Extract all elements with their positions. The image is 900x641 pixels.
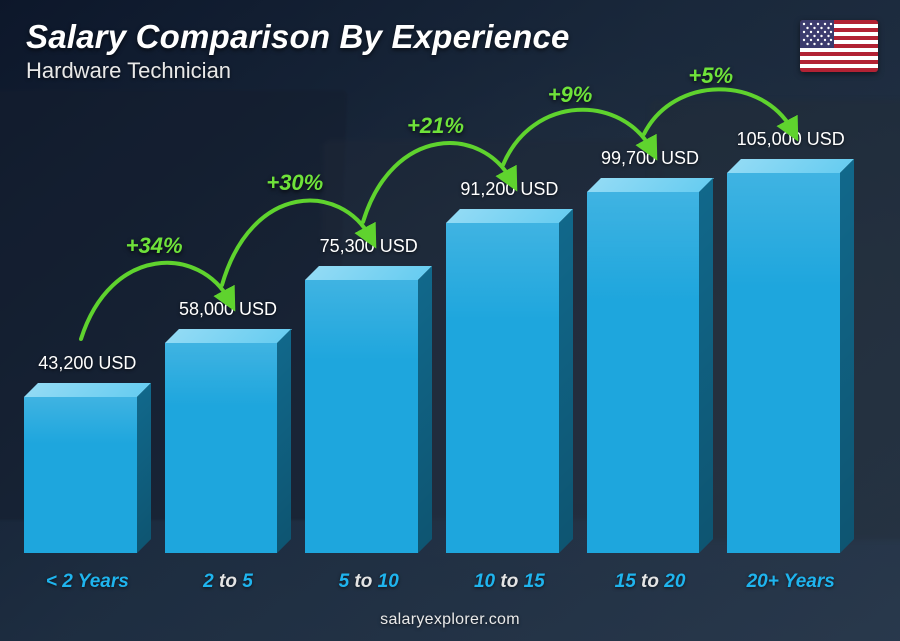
- bar-front-face: [727, 173, 840, 553]
- bar-value-label: 99,700 USD: [601, 148, 699, 169]
- bar-top-face: [305, 266, 432, 280]
- x-axis-label: 10 to 15: [446, 571, 573, 593]
- pct-change-label: +21%: [407, 113, 464, 139]
- pct-change-label: +5%: [688, 63, 733, 89]
- bar-front-face: [24, 397, 137, 553]
- bar-top-face: [446, 209, 573, 223]
- bar-value-label: 105,000 USD: [737, 129, 845, 150]
- bar-top-face: [587, 178, 714, 192]
- bar-body: [446, 223, 573, 553]
- usa-flag-icon: [800, 20, 878, 72]
- x-axis-label: < 2 Years: [24, 571, 151, 593]
- bar-body: [727, 173, 854, 553]
- infographic-stage: Salary Comparison By Experience Hardware…: [0, 0, 900, 641]
- bar-side-face: [418, 266, 432, 553]
- pct-change-label: +30%: [266, 170, 323, 196]
- bar-body: [305, 280, 432, 553]
- bar-front-face: [587, 192, 700, 553]
- x-axis-label: 20+ Years: [727, 571, 854, 593]
- bar: [305, 280, 432, 553]
- bar-side-face: [137, 383, 151, 553]
- bar: [727, 173, 854, 553]
- bar-body: [587, 192, 714, 553]
- bar-front-face: [305, 280, 418, 553]
- bar-side-face: [699, 178, 713, 553]
- bar: [587, 192, 714, 553]
- bar: [165, 343, 292, 553]
- bar-side-face: [559, 209, 573, 553]
- bar-top-face: [727, 159, 854, 173]
- bar-front-face: [165, 343, 278, 553]
- footer-source: salaryexplorer.com: [0, 611, 900, 629]
- bar-side-face: [840, 159, 854, 553]
- x-axis-label: 2 to 5: [165, 571, 292, 593]
- bar-value-label: 75,300 USD: [320, 236, 418, 257]
- bar-value-label: 43,200 USD: [38, 353, 136, 374]
- x-axis: < 2 Years 2 to 5 5 to 10 10 to 15 15 to 20 20…: [20, 571, 858, 593]
- x-axis-label: 5 to 10: [305, 571, 432, 593]
- bar-body: [24, 397, 151, 553]
- page-subtitle: Hardware Technician: [26, 58, 231, 84]
- bar-chart: 43,200 USD 58,000 USD 75,300 USD 91,200 USD…: [20, 100, 858, 553]
- bar-value-label: 58,000 USD: [179, 299, 277, 320]
- bar: [24, 397, 151, 553]
- page-title: Salary Comparison By Experience: [26, 18, 570, 56]
- bar-top-face: [24, 383, 151, 397]
- pct-change-label: +9%: [548, 82, 593, 108]
- x-axis-label: 15 to 20: [587, 571, 714, 593]
- pct-change-label: +34%: [126, 233, 183, 259]
- bar: [446, 223, 573, 553]
- bar-body: [165, 343, 292, 553]
- bar-top-face: [165, 329, 292, 343]
- bar-value-label: 91,200 USD: [460, 179, 558, 200]
- bar-front-face: [446, 223, 559, 553]
- bar-side-face: [277, 329, 291, 553]
